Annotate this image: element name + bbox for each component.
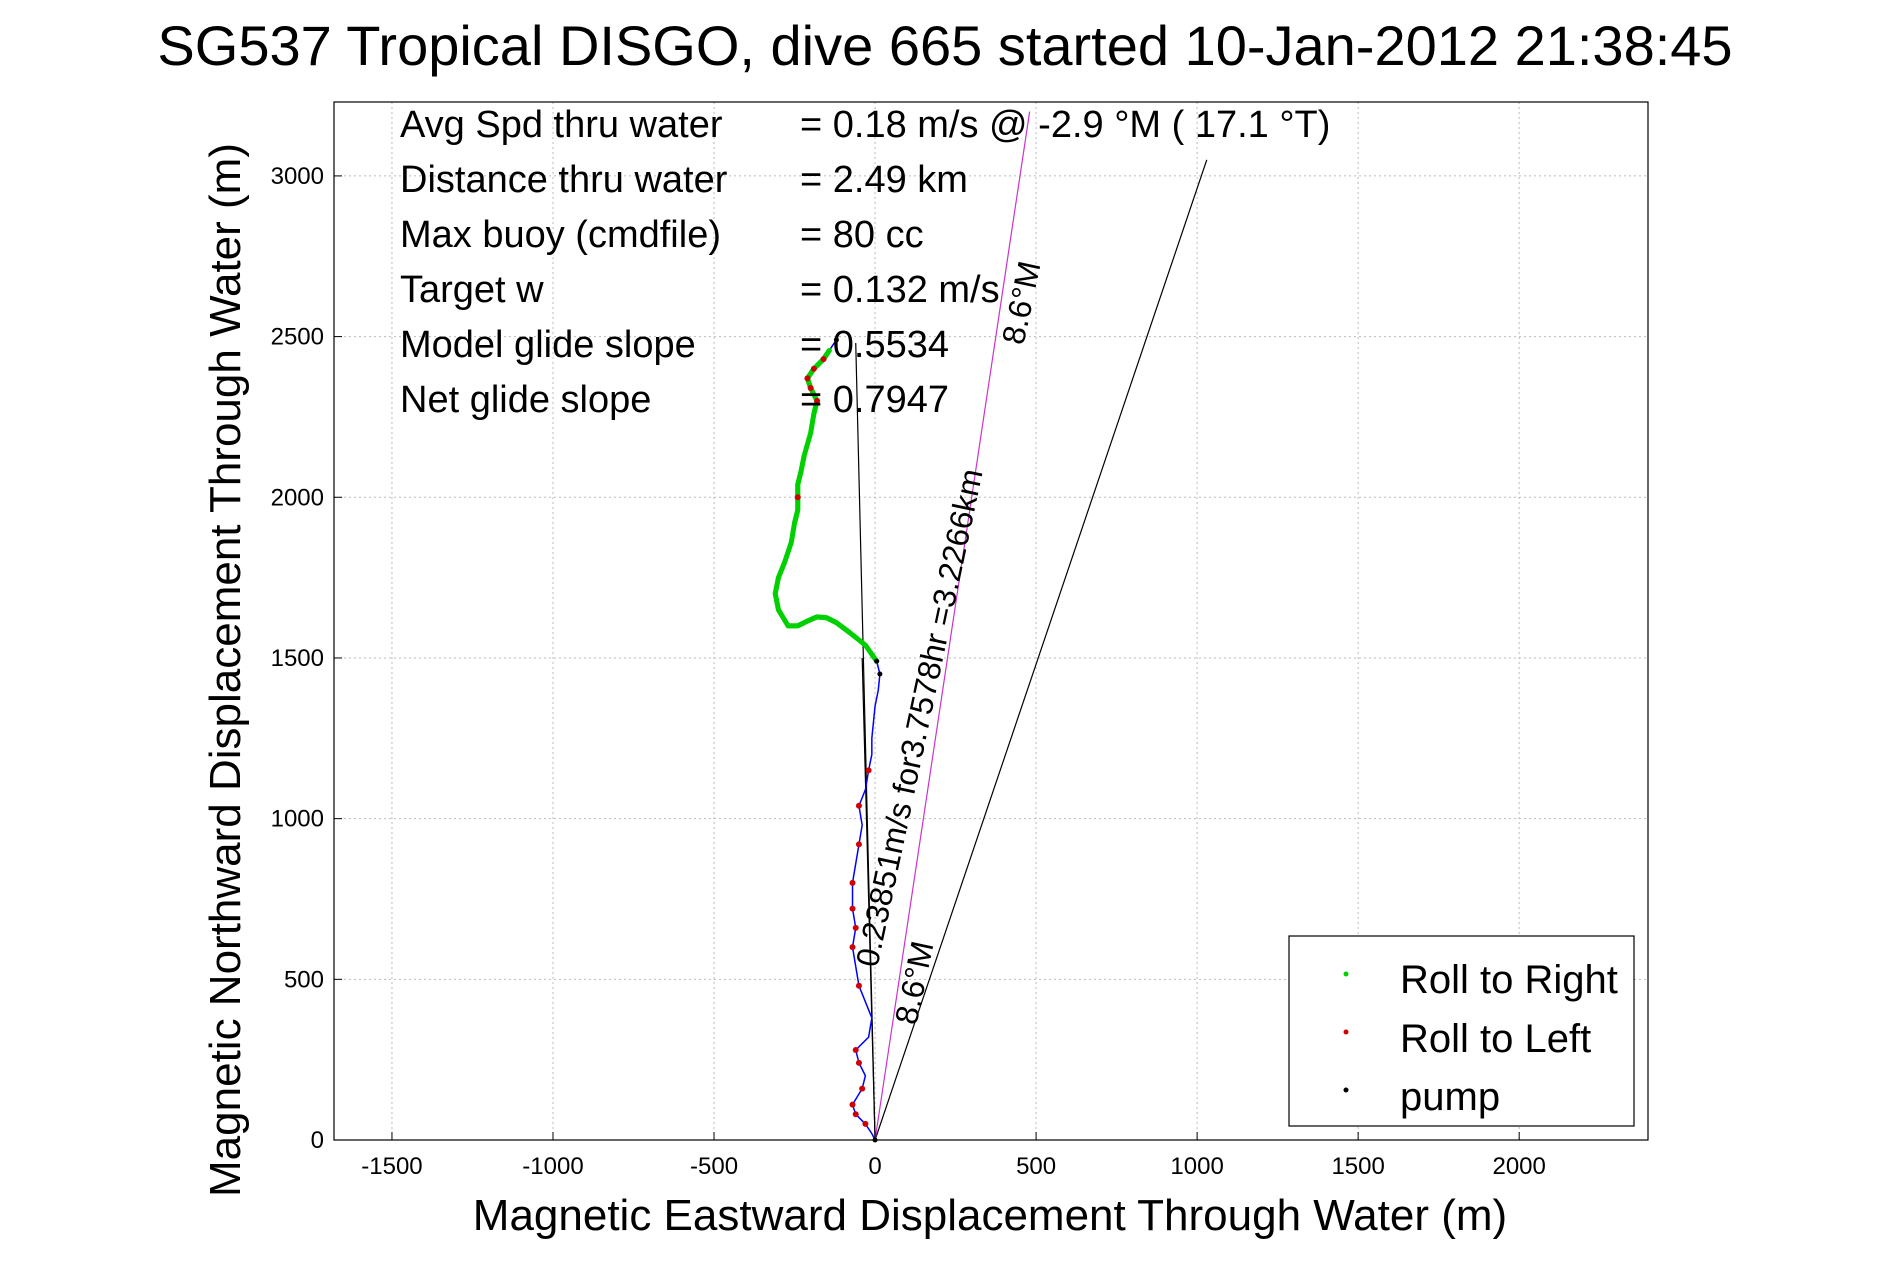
stat-value: = 2.49 km — [800, 159, 968, 201]
y-axis-ticks: 0 500 1000 1500 2000 2500 3000 — [271, 163, 342, 1154]
pump-point — [833, 337, 839, 343]
stat-label: Max buoy (cmdfile) — [400, 214, 721, 256]
legend-label-roll-left: Roll to Left — [1400, 1017, 1591, 1061]
x-tick-label: 500 — [1016, 1153, 1056, 1180]
x-tick-label: -1000 — [522, 1153, 583, 1180]
stat-label: Target w — [400, 269, 544, 311]
x-axis-label: Magnetic Eastward Displacement Through W… — [473, 1191, 1507, 1240]
x-axis-ticks: -1500 -1000 -500 0 500 1000 1500 2000 — [361, 1132, 1546, 1180]
roll-left-point — [855, 841, 862, 848]
y-tick-label: 0 — [311, 1127, 324, 1154]
pump-point — [877, 671, 883, 677]
x-tick-label: 0 — [868, 1153, 881, 1180]
roll-left-point — [804, 375, 811, 382]
stat-label: Net glide slope — [400, 379, 651, 421]
roll-left-point — [852, 1047, 859, 1054]
y-tick-label: 2500 — [271, 324, 324, 351]
roll-left-point — [820, 356, 827, 363]
stat-label: Avg Spd thru water — [400, 104, 723, 146]
roll-left-point — [859, 1085, 866, 1092]
roll-left-point — [814, 397, 821, 404]
roll-left-point — [849, 944, 856, 951]
roll-left-point — [810, 365, 817, 372]
roll-left-point — [855, 982, 862, 989]
roll-left-point — [852, 1111, 859, 1118]
x-tick-label: 1500 — [1331, 1153, 1384, 1180]
chart-title: SG537 Tropical DISGO, dive 665 started 1… — [157, 14, 1732, 77]
roll-markers — [772, 337, 883, 1143]
x-tick-label: 1000 — [1170, 1153, 1223, 1180]
legend-marker-roll-right — [1343, 971, 1349, 977]
roll-left-point — [855, 802, 862, 809]
roll-right-point — [826, 347, 832, 354]
legend-marker-pump — [1343, 1087, 1349, 1093]
stat-value: = 0.18 m/s @ -2.9 °M ( 17.1 °T) — [800, 104, 1330, 146]
legend-label-roll-right: Roll to Right — [1400, 958, 1618, 1002]
plot-area — [333, 101, 1649, 1141]
roll-left-point — [855, 1059, 862, 1066]
stat-value: = 80 cc — [800, 214, 924, 256]
stat-label: Distance thru water — [400, 159, 728, 201]
roll-left-point — [852, 924, 859, 931]
roll-left-point — [849, 879, 856, 886]
line-heading-vector — [874, 111, 1031, 1141]
summary-stats: Avg Spd thru water = 0.18 m/s @ -2.9 °M (… — [400, 104, 1330, 421]
y-axis-label: Magnetic Northward Displacement Through … — [201, 143, 250, 1197]
reference-lines — [855, 111, 1208, 1141]
roll-left-point — [865, 767, 872, 774]
x-tick-label: -1500 — [361, 1153, 422, 1180]
x-tick-label: 2000 — [1492, 1153, 1545, 1180]
stat-value: = 0.7947 — [800, 379, 949, 421]
y-tick-label: 1000 — [271, 806, 324, 833]
pump-point — [874, 658, 880, 664]
y-tick-label: 3000 — [271, 163, 324, 190]
legend: Roll to Right Roll to Left pump — [1288, 935, 1635, 1127]
stat-label: Model glide slope — [400, 324, 696, 366]
stat-value: = 0.5534 — [800, 324, 949, 366]
line-reference-ray — [874, 159, 1208, 1141]
roll-left-point — [862, 1120, 869, 1127]
stat-value: = 0.132 m/s — [800, 269, 1000, 311]
x-tick-label: -500 — [690, 1153, 738, 1180]
roll-left-point — [849, 905, 856, 912]
legend-label-pump: pump — [1400, 1075, 1500, 1119]
roll-left-point — [849, 1101, 856, 1108]
roll-left-point — [807, 385, 814, 392]
y-tick-label: 1500 — [271, 645, 324, 672]
legend-marker-roll-left — [1343, 1029, 1349, 1035]
roll-left-point — [794, 494, 801, 501]
y-tick-label: 2000 — [271, 484, 324, 511]
line-heading-low — [855, 343, 876, 1141]
y-tick-label: 500 — [284, 966, 324, 993]
